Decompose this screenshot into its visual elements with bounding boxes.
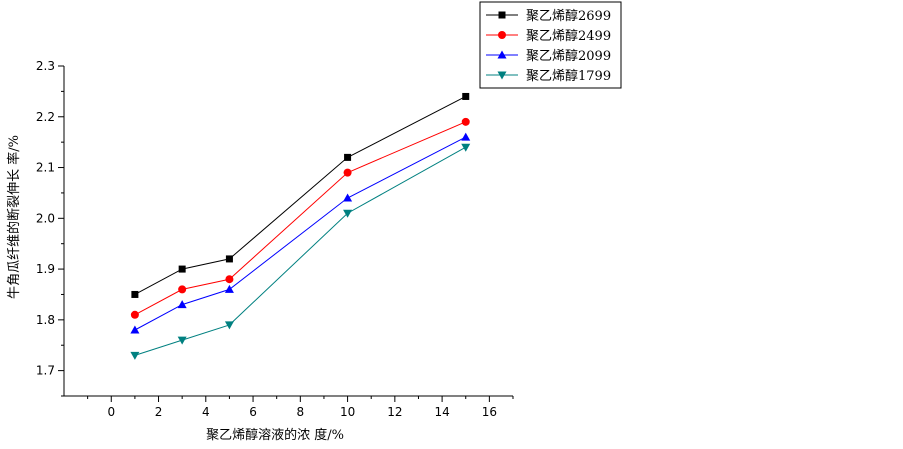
- data-point: [225, 275, 234, 284]
- data-point: [497, 50, 507, 59]
- series-聚乙烯醇2699: [131, 92, 470, 298]
- series-聚乙烯醇2099: [130, 132, 471, 334]
- legend-item: 聚乙烯醇2699: [486, 8, 611, 24]
- legend: 聚乙烯醇2699 聚乙烯醇2499 聚乙烯醇2099 聚乙烯醇1799: [479, 1, 622, 89]
- data-point: [130, 325, 140, 334]
- series-line: [134, 96, 466, 295]
- x-tick-label: 8: [296, 405, 304, 419]
- data-point: [225, 255, 233, 263]
- series-聚乙烯醇1799: [130, 143, 471, 360]
- data-point: [343, 193, 353, 202]
- data-point: [498, 31, 506, 39]
- data-point: [461, 132, 471, 141]
- x-tick-label: 4: [202, 405, 210, 419]
- data-point: [343, 168, 352, 177]
- y-tick-label: 1.8: [36, 313, 55, 327]
- y-tick-label: 1.7: [36, 364, 55, 378]
- y-tick-label: 2.1: [36, 161, 55, 175]
- data-point: [497, 71, 507, 80]
- data-point: [178, 265, 186, 273]
- y-tick-label: 2.0: [36, 211, 55, 225]
- series-layer: [130, 92, 471, 360]
- legend-item: 聚乙烯醇2099: [486, 48, 611, 64]
- axes: 0 2 4 6 8 10 12 14 16 1.7 1.8 1.9 2.0 2.1 2.2 2.3: [36, 59, 514, 419]
- legend-label: 聚乙烯醇2699: [526, 8, 611, 24]
- x-tick-label: 14: [434, 405, 449, 419]
- data-point: [131, 290, 139, 298]
- x-tick-label: 10: [340, 405, 355, 419]
- series-line: [134, 136, 466, 331]
- x-tick-label: 0: [107, 405, 115, 419]
- data-point: [461, 143, 471, 152]
- data-point: [130, 310, 139, 319]
- data-point: [224, 321, 234, 330]
- y-axis-title: 牛角瓜纤维的断裂伸长 率/%: [6, 135, 22, 299]
- data-point: [224, 284, 234, 293]
- y-tick-label: 2.2: [36, 110, 55, 124]
- legend-label: 聚乙烯醇2499: [526, 28, 611, 44]
- x-tick-label: 16: [482, 405, 497, 419]
- data-point: [177, 336, 187, 345]
- legend-label: 聚乙烯醇2099: [526, 48, 611, 64]
- data-point: [130, 351, 140, 360]
- legend-label: 聚乙烯醇1799: [526, 68, 611, 84]
- series-line: [134, 121, 466, 316]
- data-point: [462, 92, 470, 100]
- data-point: [178, 285, 187, 294]
- data-point: [343, 209, 353, 218]
- series-聚乙烯醇2499: [130, 117, 470, 319]
- x-tick-label: 2: [155, 405, 163, 419]
- y-tick-label: 2.3: [36, 59, 55, 73]
- y-tick-label: 1.9: [36, 262, 55, 276]
- legend-item: 聚乙烯醇2499: [486, 28, 611, 44]
- data-point: [461, 117, 470, 126]
- x-axis-title: 聚乙烯醇溶液的浓 度/%: [206, 427, 344, 443]
- legend-item: 聚乙烯醇1799: [486, 68, 611, 84]
- data-point: [498, 11, 506, 19]
- data-point: [177, 300, 187, 309]
- series-line: [134, 146, 466, 356]
- x-tick-label: 6: [249, 405, 257, 419]
- x-tick-label: 12: [387, 405, 402, 419]
- data-point: [344, 153, 352, 161]
